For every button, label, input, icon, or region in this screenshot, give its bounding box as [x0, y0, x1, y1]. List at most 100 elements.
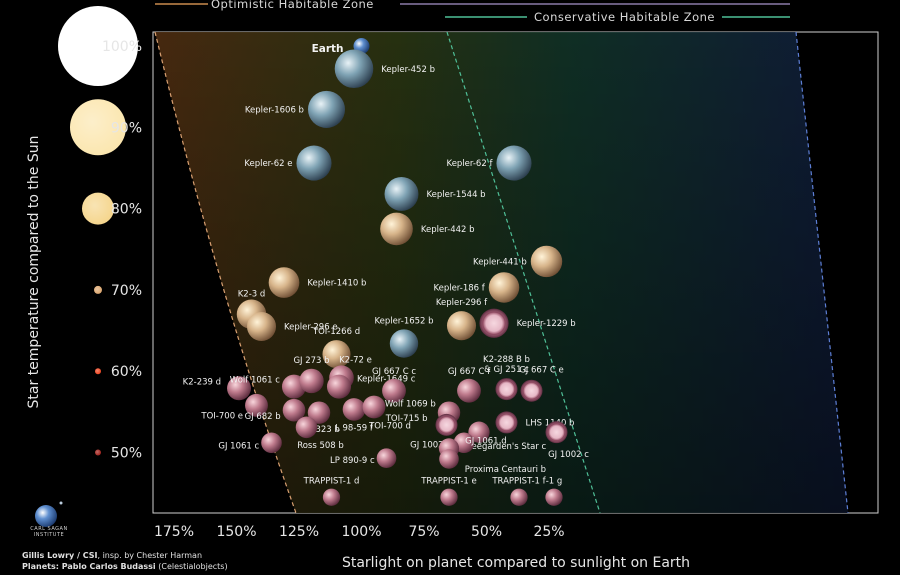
planet-kepler-1652-b: Kepler-1652 b: [374, 316, 434, 358]
planet-marker: [246, 311, 277, 342]
logo-text: CARL SAGAN INSTITUTE: [30, 526, 68, 538]
planet-trappist-1-f: TRAPPIST-1 f: [491, 477, 547, 506]
x-tick-150: 150%: [216, 524, 256, 540]
x-tick-50: 50%: [471, 524, 502, 540]
planet-label: Kepler-296 f: [436, 298, 488, 308]
planet-gj-667-c-c: GJ 667 C c: [372, 367, 416, 403]
planet-kepler-296-f: Kepler-296 f: [436, 298, 488, 341]
planet-label: Ross 508 b: [297, 441, 344, 451]
planet-marker: [382, 378, 406, 403]
planet-label: Kepler-1229 b: [517, 319, 576, 329]
planet-marker: [389, 329, 419, 358]
planets: Earth Kepler-452 b Kepler-1606 b Kepler-62 …: [183, 38, 589, 506]
planet-marker: [457, 378, 481, 403]
credit-line-1: Gillis Lowry / CSI, insp. by Chester Har…: [22, 551, 202, 560]
credit-planets-source: (Celestialobjects): [155, 562, 228, 571]
planet-label: Kepler-1652 b: [374, 316, 433, 326]
planet-label: TOI-700 d: [368, 421, 411, 431]
planet-marker: [268, 267, 300, 298]
planet-label: Kepler-441 b: [473, 257, 527, 267]
planet-kepler-1606-b: Kepler-1606 b: [245, 90, 346, 128]
planet-kepler-1544-b: Kepler-1544 b: [384, 176, 486, 211]
star-glow-50: [95, 449, 101, 456]
planet-label-line-1: K2-288 B b: [483, 355, 530, 365]
planet-marker: [261, 432, 282, 454]
planet-marker: [435, 413, 458, 436]
planet-label: GJ 667 C e: [519, 366, 564, 376]
star-glow-70: [94, 285, 102, 294]
planet-marker: [245, 393, 268, 417]
planet-label: K2-288 B b & GJ 251 c: [483, 355, 530, 375]
credit-author: Gillis Lowry / CSI: [22, 551, 98, 560]
planet-label: Kepler-1649 c: [357, 375, 416, 385]
x-axis-ticks: 175% 150% 125% 100% 75% 50% 25%: [154, 524, 565, 540]
legend: Optimistic Habitable Zone Conservative H…: [155, 0, 790, 24]
planet-label: GJ 1061 c: [218, 442, 259, 452]
planet-ring: [497, 379, 516, 399]
y-tick-80: 80%: [111, 202, 142, 218]
planet-label: LP 890-9 c: [330, 456, 375, 466]
star-glow-100: [58, 6, 138, 86]
planet-kepler-441-b: Kepler-441 b: [473, 245, 563, 278]
planet-gj-667-c-e: GJ 667 C e: [519, 366, 564, 402]
legend-conservative-label: Conservative Habitable Zone: [534, 10, 715, 24]
credit-line-2: Planets: Pablo Carlos Budassi (Celestial…: [22, 562, 228, 571]
planet-label: GJ 273 b: [293, 356, 329, 366]
planet-kepler-442-b: Kepler-442 b: [380, 212, 475, 246]
x-tick-100: 100%: [341, 524, 381, 540]
planet-marker: [530, 245, 563, 278]
planet-ring: [522, 381, 541, 400]
x-tick-125: 125%: [279, 524, 319, 540]
planet-label: Kepler-1544 b: [426, 190, 485, 200]
planet-proxima-centauri-b: Proxima Centauri b: [439, 449, 546, 475]
planet-marker: [362, 395, 386, 419]
x-tick-25: 25%: [533, 524, 564, 540]
planet-marker: [479, 308, 509, 338]
x-axis-title: Starlight on planet compared to sunlight…: [342, 555, 690, 571]
planet-marker: [545, 488, 563, 506]
planet-label: TOI-1266 d: [312, 327, 360, 337]
planet-k2-288-b-b-gj-251-c: K2-288 B b & GJ 251 c: [483, 355, 530, 401]
star-glow-80: [82, 192, 114, 225]
conservative-zone-inner-edge: [446, 32, 601, 513]
planet-marker: [446, 311, 477, 341]
planet-kepler-186-f: Kepler-186 f: [433, 272, 520, 303]
planet-label: GJ 1002 c: [548, 450, 589, 460]
planet-label: TRAPPIST-1 d: [303, 477, 360, 487]
planet-marker: [468, 421, 490, 443]
planet-marker: [295, 416, 318, 439]
planet-marker: [342, 398, 366, 421]
planet-marker: [296, 145, 332, 181]
planet-marker: [488, 272, 520, 303]
planet-label: GJ 682 b: [245, 412, 281, 422]
legend-optimistic-label: Optimistic Habitable Zone: [211, 0, 374, 11]
planet-label: -1 g: [546, 477, 563, 487]
star-color-scale: [58, 6, 138, 456]
planet-toi-1266-d: TOI-1266 d: [312, 327, 360, 369]
planet-label: TRAPPIST-1 e: [420, 477, 477, 487]
planet-label: Wolf 1069 b: [385, 400, 436, 410]
planet-label: Teegarden's Star c: [467, 442, 547, 452]
y-axis-title: Star temperature compared to the Sun: [26, 136, 42, 409]
planet-label: Proxima Centauri b: [465, 465, 546, 475]
planet-trappist-1-e: TRAPPIST-1 e: [420, 477, 477, 506]
y-axis-ticks: 100% 90% 80% 70% 60% 50%: [102, 39, 142, 462]
planet-kepler-1649-c: Kepler-1649 c: [326, 374, 416, 399]
planet-gj-667-c-f: GJ 667 C f: [448, 367, 491, 403]
planet-marker: [322, 340, 351, 369]
planet-kepler-62-f: Kepler-62 f: [447, 145, 532, 181]
y-tick-50: 50%: [111, 446, 142, 462]
x-tick-175: 175%: [154, 524, 194, 540]
planet-label: Kepler-296 e: [284, 322, 338, 332]
planet-kepler-1229-b: Kepler-1229 b: [479, 308, 576, 338]
planet-toi-700-e: TOI-700 e: [200, 393, 268, 421]
planet-marker: [376, 448, 397, 469]
x-tick-75: 75%: [408, 524, 439, 540]
planet-label: Kepler-1606 b: [245, 105, 304, 115]
planet-1-g: -1 g: [545, 477, 563, 506]
planet-l-98-59-f: L 98-59 f: [335, 398, 374, 434]
planet-kepler-296-e: Kepler-296 e: [246, 311, 338, 342]
star-glow-90: [70, 99, 126, 156]
planet-label: Kepler-62 e: [244, 159, 292, 169]
planet-kepler-1410-b: Kepler-1410 b: [268, 267, 366, 298]
